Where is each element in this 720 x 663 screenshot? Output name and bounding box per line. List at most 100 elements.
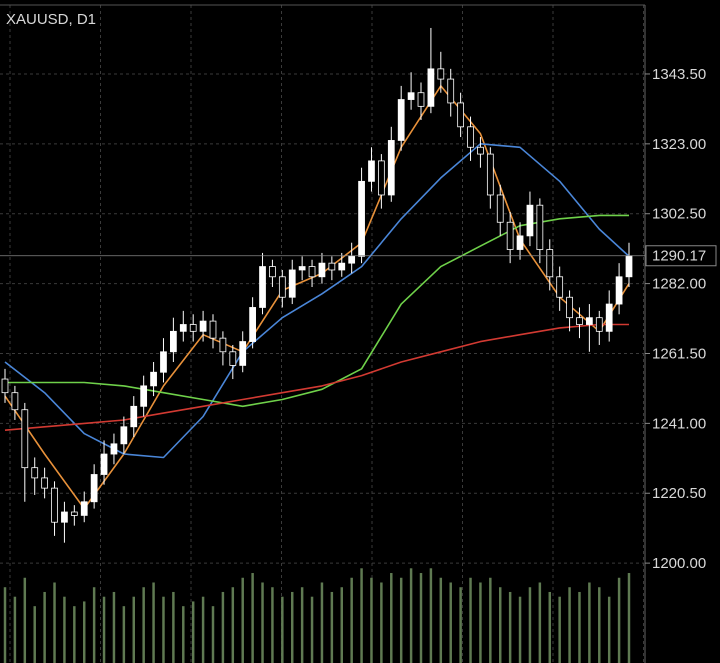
volume-bar: [211, 606, 215, 663]
candle-body: [338, 262, 346, 271]
volume-bar: [300, 587, 304, 663]
candle-body: [278, 276, 286, 298]
candle-body: [209, 320, 217, 339]
candle-body: [11, 392, 19, 411]
candle-body: [437, 68, 445, 80]
volume-bar: [499, 587, 502, 663]
volume-bar: [449, 582, 452, 663]
volume-bar: [439, 577, 443, 663]
candle-body: [160, 351, 167, 373]
volume-bar: [63, 596, 66, 663]
candle-body: [229, 351, 237, 366]
candle-body: [110, 443, 118, 455]
volume-bar: [13, 596, 17, 663]
volume-bar: [538, 582, 542, 663]
volume-bar: [132, 596, 135, 663]
volume-bar: [489, 577, 492, 663]
volume-bar: [320, 582, 324, 663]
candle-body: [467, 126, 474, 148]
candle-body: [427, 68, 435, 107]
candle-body: [31, 467, 39, 479]
candle-body: [378, 160, 385, 196]
volume-bar: [310, 596, 314, 663]
volume-bar: [340, 587, 343, 663]
candle-body: [625, 255, 633, 278]
volume-bar: [399, 577, 403, 663]
volume-bar: [459, 587, 462, 663]
volume-bar: [92, 587, 96, 663]
candle-body: [536, 204, 544, 250]
volume-bar: [360, 568, 363, 663]
candle-body: [199, 320, 207, 332]
candle-body: [615, 276, 623, 305]
volume-bar: [83, 601, 86, 663]
candle-body: [387, 140, 395, 196]
candle-body: [41, 477, 48, 489]
candle-body: [140, 385, 148, 407]
candle-body: [318, 262, 326, 278]
volume-bar: [251, 573, 254, 663]
y-tick-label: 1220.50: [652, 485, 706, 502]
y-tick-label: 1323.00: [652, 136, 706, 153]
candle-body: [269, 266, 276, 278]
candle-body: [516, 235, 524, 250]
candle-body: [447, 78, 455, 104]
candle-body: [586, 317, 593, 325]
candle-body: [368, 160, 375, 182]
volume-bar: [508, 591, 512, 663]
moving-average-line: [4, 323, 629, 431]
volume-bar: [617, 577, 621, 663]
candle-body: [566, 296, 573, 319]
candle-body: [288, 269, 296, 298]
candle-body: [90, 474, 98, 503]
volume-bar: [568, 587, 571, 663]
candle-body: [150, 371, 157, 387]
volume-bar: [73, 606, 76, 663]
candle-body: [170, 330, 177, 353]
candle-body: [496, 194, 504, 223]
volume-bar: [350, 577, 353, 663]
candle-body: [219, 337, 227, 353]
volume-bar: [53, 582, 56, 663]
candle-body: [249, 307, 256, 342]
candle-body: [100, 453, 108, 475]
candle-body: [259, 266, 266, 308]
volume-bar: [112, 591, 116, 663]
candle-body: [576, 317, 583, 325]
volume-bar: [291, 591, 294, 663]
candle-body: [506, 221, 514, 250]
volume-bar: [380, 582, 383, 663]
candle-body: [457, 102, 464, 128]
candle-body: [1, 378, 9, 394]
volume-bar: [370, 577, 373, 663]
candle-body: [21, 409, 29, 469]
volume-bar: [518, 596, 522, 663]
volume-bar: [241, 577, 244, 663]
volume-bar: [231, 587, 235, 663]
volume-bar: [182, 606, 185, 663]
candle-body: [486, 153, 494, 196]
volume-bar: [548, 591, 551, 663]
volume-bar: [409, 568, 413, 663]
volume-bar: [627, 573, 631, 663]
volume-bar: [469, 577, 472, 663]
y-tick-label: 1200.00: [652, 555, 706, 572]
last-price-label: 1290.17: [652, 248, 706, 265]
candle-body: [605, 303, 613, 332]
candle-body: [595, 317, 603, 332]
volume-bar: [201, 596, 205, 663]
candle-body: [51, 487, 58, 523]
volume-bar: [558, 596, 561, 663]
candle-body: [308, 266, 316, 278]
volume-bar: [191, 601, 195, 663]
volume-bar: [588, 582, 591, 663]
candle-body: [358, 180, 365, 257]
last-price-box: [645, 245, 717, 267]
y-tick-label: 1241.00: [652, 415, 706, 432]
volume-bar: [271, 587, 274, 663]
volume-bar: [607, 596, 611, 663]
candle-body: [179, 324, 187, 332]
candle-body: [298, 266, 306, 271]
volume-bar: [43, 591, 46, 663]
